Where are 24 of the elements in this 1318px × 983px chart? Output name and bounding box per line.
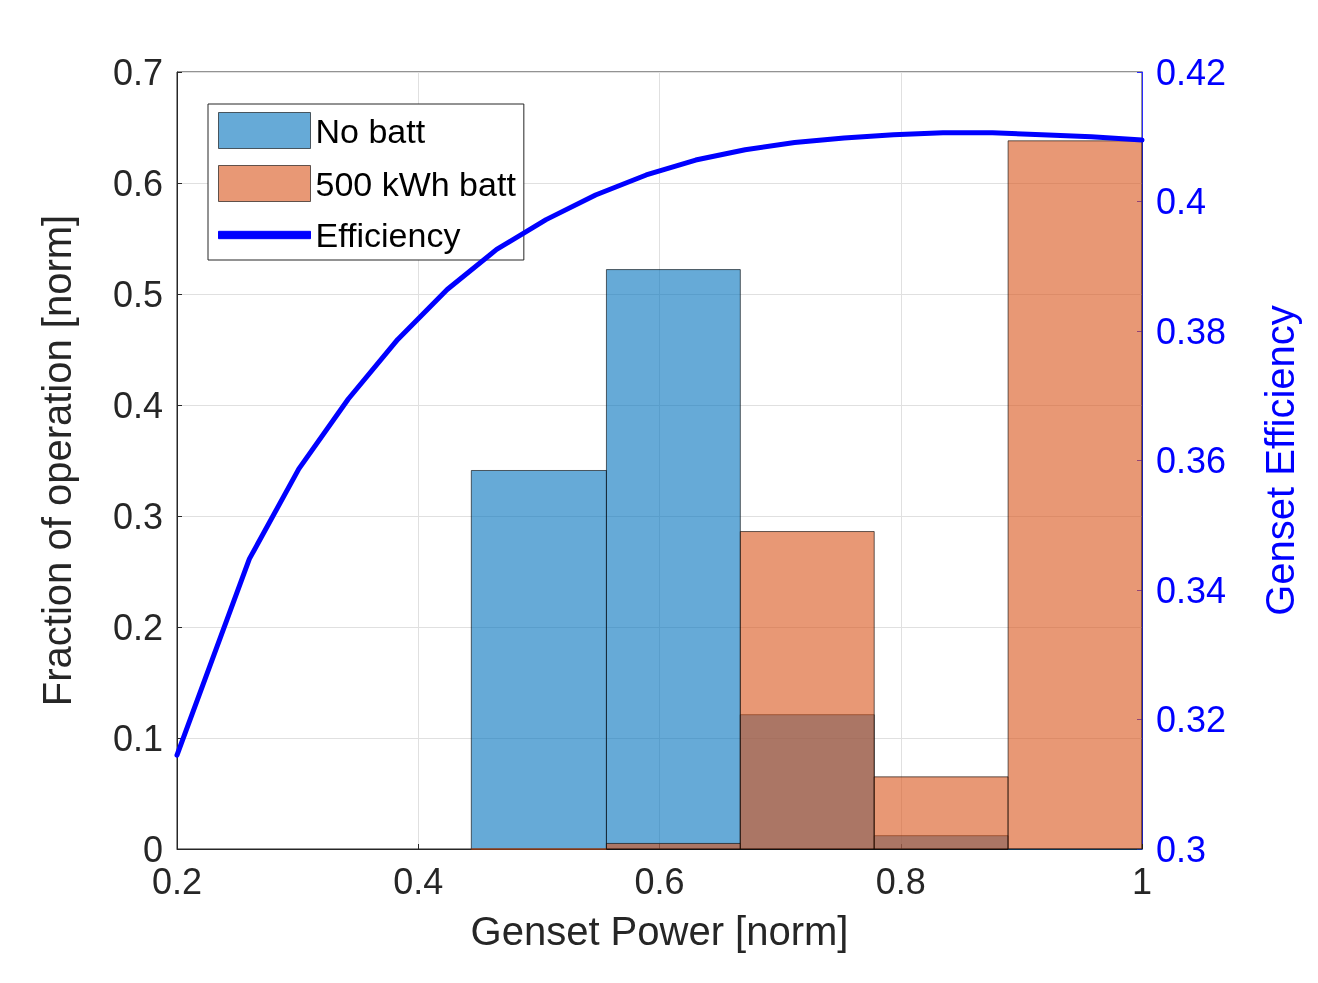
y2-tick-label: 0.34	[1156, 569, 1227, 611]
y2-tick-label: 0.36	[1156, 440, 1227, 481]
y-tick-label: 0.3	[112, 495, 163, 537]
y2-tick-label: 0.42	[1156, 51, 1227, 93]
legend-label: Efficiency	[315, 216, 461, 254]
x-tick-label: 0.8	[875, 860, 926, 902]
y-tick-label: 0.7	[112, 51, 163, 93]
x-tick-label: 1	[1131, 860, 1153, 902]
x-axis-title: Genset Power [norm]	[470, 909, 849, 953]
y-axis-title: Fraction of operation [norm]	[35, 214, 79, 707]
y-tick-label: 0.1	[112, 717, 163, 759]
legend-label: No batt	[315, 111, 426, 150]
y2-tick-label: 0.32	[1156, 699, 1227, 740]
y2-tick-label: 0.3	[1156, 828, 1207, 870]
legend-label: 500 kWh batt	[315, 164, 517, 203]
y2-tick-label: 0.38	[1156, 310, 1227, 352]
x-tick-label: 0.6	[634, 860, 685, 902]
x-tick-label: 0.4	[393, 860, 444, 902]
y-tick-label: 0.4	[112, 384, 163, 426]
y2-tick-label: 0.4	[1156, 181, 1207, 222]
y2-axis-title: Genset Efficiency	[1258, 305, 1302, 616]
y-tick-label: 0.5	[112, 273, 163, 315]
y-tick-label: 0.2	[112, 606, 163, 648]
y-tick-label: 0.6	[112, 162, 163, 204]
